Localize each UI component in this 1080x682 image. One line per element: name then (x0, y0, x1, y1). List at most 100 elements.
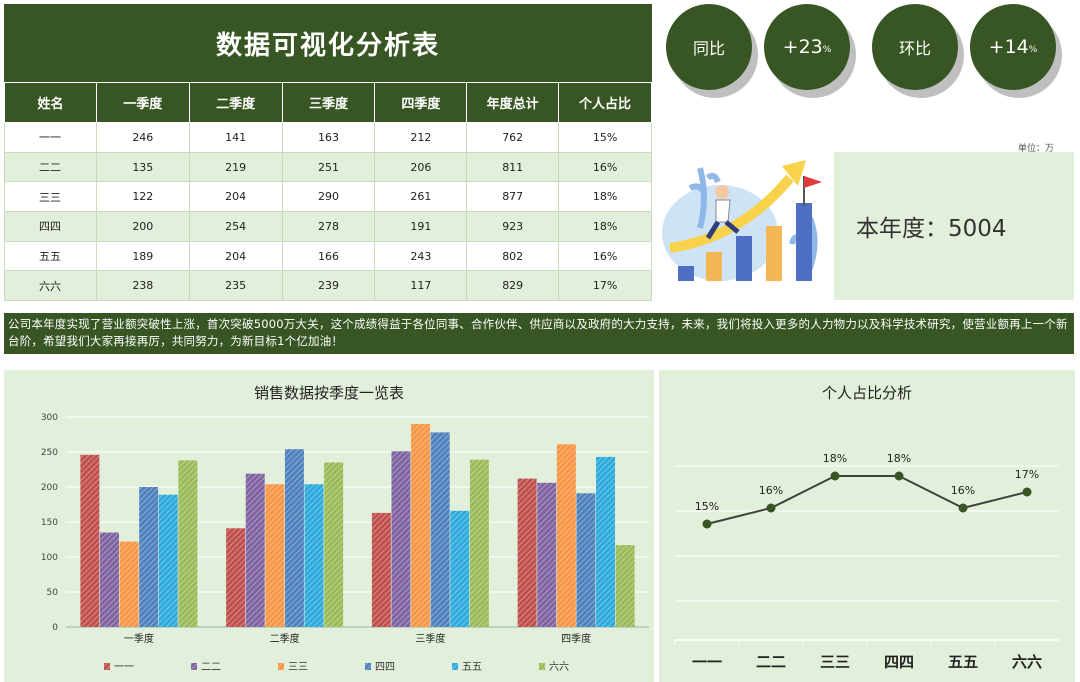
table-cell: 六六 (4, 270, 97, 302)
bar-五五 (596, 456, 616, 627)
y-tick-label: 250 (41, 448, 58, 458)
legend-label: 二二 (201, 662, 221, 673)
x-tick-label: 三三 (820, 653, 850, 671)
y-tick-label: 50 (47, 588, 59, 598)
yoy-value: +23 (782, 36, 823, 58)
table-cell: 166 (281, 240, 376, 272)
qoq-value: +14 (988, 36, 1029, 58)
table-cell: 239 (281, 270, 376, 302)
table-cell: 191 (374, 211, 468, 242)
bar-一一 (226, 528, 246, 627)
x-tick-label: 一一 (692, 653, 722, 671)
table-cell: 206 (374, 151, 468, 183)
table-cell: 261 (374, 181, 468, 213)
bar-chart-panel: 销售数据按季度一览表 0 50 100 150 200 250 300 一季度 二季度 三季度 四季… (4, 370, 654, 682)
table-header-row: 姓名 一季度 二季度 三季度 四季度 年度总计 个人占比 (4, 82, 652, 123)
table-cell: 235 (188, 270, 283, 302)
x-tick-label: 五五 (948, 653, 978, 671)
table-cell: 762 (466, 122, 560, 153)
yoy-value-circle: +23% (764, 4, 850, 90)
x-tick-label: 六六 (1012, 653, 1042, 671)
table-cell: 212 (374, 122, 468, 153)
x-tick-label: 四四 (884, 653, 914, 671)
table-cell: 一一 (4, 122, 97, 153)
bar-chart-title: 销售数据按季度一览表 (253, 384, 404, 402)
table-row: 六六 238 235 239 117 829 17% (4, 270, 652, 302)
table-cell: 二二 (4, 151, 97, 183)
line-chart-panel: 个人占比分析 15% 一一 16% 二二 18% 三三 18% 四四 16% 五五 17% 六六 (659, 370, 1075, 682)
bar-六六 (324, 462, 344, 627)
table-cell: 254 (188, 211, 283, 242)
column-header: 姓名 (4, 82, 97, 123)
column-header: 四季度 (374, 82, 468, 123)
table-cell: 189 (95, 240, 190, 272)
data-point (830, 471, 840, 481)
table-cell: 290 (281, 181, 376, 213)
x-tick-label: 二二 (756, 653, 786, 671)
bar-六六 (615, 545, 635, 627)
table-cell: 四四 (4, 211, 97, 242)
data-label: 18% (887, 452, 911, 465)
data-point (702, 519, 712, 529)
legend-swatch (452, 663, 458, 670)
x-tick-label: 二季度 (270, 632, 300, 645)
table-cell: 163 (281, 122, 376, 153)
y-tick-label: 150 (41, 518, 58, 528)
table-cell: 200 (95, 211, 190, 242)
table-cell: 246 (95, 122, 190, 153)
yoy-label-circle: 同比 (666, 4, 752, 90)
data-point (1022, 487, 1032, 497)
data-point (766, 503, 776, 513)
table-cell: 219 (188, 151, 283, 183)
table-cell: 238 (95, 270, 190, 302)
bar-四四 (284, 449, 304, 627)
yoy-label: 同比 (692, 39, 725, 58)
bar-二二 (245, 473, 265, 627)
table-cell: 117 (374, 270, 468, 302)
bar-五五 (304, 484, 324, 627)
legend-swatch (278, 663, 284, 670)
growth-illustration (662, 160, 822, 281)
bar-一一 (517, 478, 537, 627)
bar-三三 (265, 484, 285, 627)
table-cell: 204 (188, 181, 283, 213)
table-row: 五五 189 204 166 243 802 16% (4, 240, 652, 272)
table-cell: 829 (466, 270, 560, 302)
bar-一一 (80, 454, 100, 627)
data-point (894, 471, 904, 481)
table-cell: 17% (558, 270, 652, 302)
bar-二二 (99, 532, 119, 627)
sales-table: 姓名 一季度 二季度 三季度 四季度 年度总计 个人占比 一一 246 141 … (4, 82, 652, 302)
data-label: 16% (951, 484, 975, 497)
legend-label: 一一 (114, 662, 134, 673)
column-header: 个人占比 (558, 82, 652, 123)
y-tick-label: 300 (41, 413, 58, 423)
line-chart-title: 个人占比分析 (821, 384, 912, 402)
qoq-label-circle: 环比 (872, 4, 958, 90)
table-cell: 16% (558, 151, 652, 183)
bar-六六 (178, 460, 198, 627)
table-cell: 251 (281, 151, 376, 183)
y-tick-label: 100 (41, 553, 58, 563)
table-cell: 802 (466, 240, 560, 272)
data-label: 15% (695, 500, 719, 513)
table-cell: 141 (188, 122, 283, 153)
table-cell: 15% (558, 122, 652, 153)
year-total-box: 本年度：5004 (834, 152, 1074, 300)
series-line (706, 475, 1028, 525)
year-total: 本年度：5004 (856, 216, 1007, 242)
table-cell: 204 (188, 240, 283, 272)
legend-label: 六六 (549, 661, 569, 673)
line-chart: 15% 一一 16% 二二 18% 三三 18% 四四 16% 五五 17% 六六 (674, 452, 1059, 671)
bar-三三 (556, 444, 576, 627)
bar-三三 (119, 541, 139, 627)
y-tick-label: 200 (41, 483, 58, 493)
table-cell: 811 (466, 151, 560, 183)
data-label: 18% (823, 452, 847, 465)
table-cell: 923 (466, 211, 560, 242)
data-point (958, 503, 968, 513)
bar-三三 (411, 424, 431, 627)
table-cell: 122 (95, 181, 190, 213)
table-cell: 135 (95, 151, 190, 183)
legend-swatch (539, 663, 545, 670)
